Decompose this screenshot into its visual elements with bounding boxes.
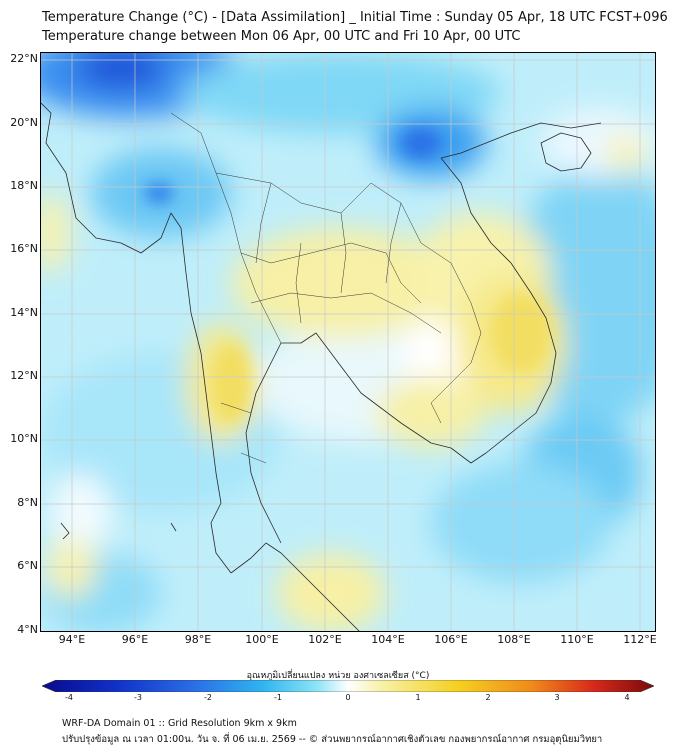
graticule xyxy=(41,53,655,631)
colorbar-tick: 4 xyxy=(624,693,630,702)
lat-label: 14°N xyxy=(10,306,38,319)
colorbar-tick: 0 xyxy=(345,693,351,702)
lon-label: 104°E xyxy=(371,633,405,646)
footer-update-info: ปรับปรุงข้อมูล ณ เวลา 01:00น. วัน จ. ที่… xyxy=(62,734,603,745)
lon-label: 110°E xyxy=(560,633,594,646)
lat-label: 10°N xyxy=(10,432,38,445)
footer-model-info: WRF-DA Domain 01 :: Grid Resolution 9km … xyxy=(62,718,297,729)
lon-label: 94°E xyxy=(58,633,86,646)
colorbar-tick: -3 xyxy=(134,693,142,702)
colorbar-tick: -1 xyxy=(274,693,282,702)
lat-label: 6°N xyxy=(17,559,38,572)
lat-label: 20°N xyxy=(10,116,38,129)
lon-label: 96°E xyxy=(121,633,149,646)
lat-label: 22°N xyxy=(10,52,38,65)
colorbar-fill xyxy=(42,680,654,692)
lon-label: 98°E xyxy=(184,633,212,646)
map-title-line1: Temperature Change (°C) - [Data Assimila… xyxy=(42,10,668,25)
lon-label: 108°E xyxy=(497,633,531,646)
temperature-field-details xyxy=(144,128,551,423)
admin-borders xyxy=(170,112,482,464)
lat-label: 12°N xyxy=(10,369,38,382)
lon-label: 106°E xyxy=(434,633,468,646)
lon-label: 100°E xyxy=(245,633,279,646)
colorbar xyxy=(42,680,654,692)
lat-label: 4°N xyxy=(17,623,38,636)
map-title-line2: Temperature change between Mon 06 Apr, 0… xyxy=(42,29,521,44)
coastlines xyxy=(41,102,602,631)
colorbar-title: อุณหภูมิเปลี่ยนแปลง หน่วย องศาเซลเซียส (… xyxy=(246,671,430,681)
lon-label: 112°E xyxy=(623,633,657,646)
colorbar-tick: -4 xyxy=(65,693,73,702)
colorbar-tick: 3 xyxy=(554,693,560,702)
map-canvas xyxy=(41,53,655,631)
lat-label: 8°N xyxy=(17,496,38,509)
lat-label: 16°N xyxy=(10,242,38,255)
temperature-field xyxy=(41,53,655,631)
colorbar-tick: 2 xyxy=(485,693,491,702)
colorbar-tick: -2 xyxy=(204,693,212,702)
colorbar-tick: 1 xyxy=(415,693,421,702)
lat-label: 18°N xyxy=(10,179,38,192)
lon-label: 102°E xyxy=(308,633,342,646)
temperature-change-map[interactable] xyxy=(40,52,656,632)
